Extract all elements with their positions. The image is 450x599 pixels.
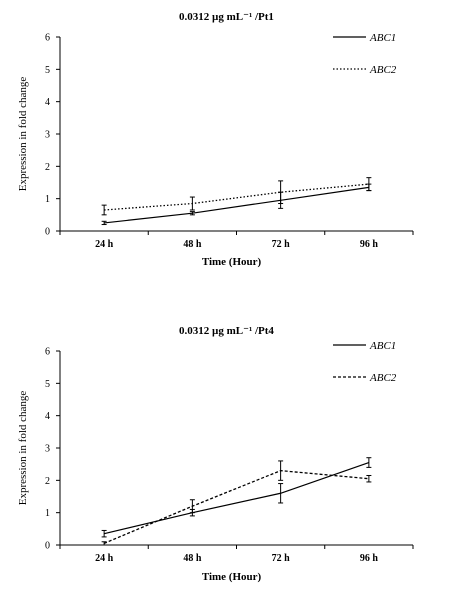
- x-tick-label: 96 h: [360, 553, 379, 564]
- y-axis-label: Expression in fold change: [17, 391, 29, 506]
- chart-2: 0.0312 µg mL⁻¹ /Pt4 0 1 2 3 4 5 6 24 h 48 h 72 h 96…: [17, 325, 414, 583]
- chart-title: 0.0312 µg mL⁻¹ /Pt4: [179, 325, 274, 337]
- legend-label-abc1: ABC1: [369, 340, 396, 352]
- series-line-abc1: [104, 186, 369, 224]
- legend-label-abc1: ABC1: [369, 32, 396, 44]
- y-tick-label: 3: [45, 130, 50, 141]
- y-tick-label: 3: [45, 444, 50, 455]
- y-tick-label: 6: [45, 347, 50, 358]
- legend-label-abc2: ABC2: [369, 372, 397, 384]
- x-tick-label: 48 h: [183, 553, 202, 564]
- x-axis-label: Time (Hour): [202, 571, 262, 583]
- y-tick-label: 4: [45, 97, 50, 108]
- series-line-abc2: [104, 183, 369, 211]
- x-tick-label: 24 h: [95, 239, 114, 250]
- y-tick-label: 0: [45, 541, 50, 552]
- x-tick-label: 48 h: [183, 239, 202, 250]
- x-tick-label: 96 h: [360, 239, 379, 250]
- y-tick-label: 2: [45, 476, 50, 487]
- x-tick-label: 72 h: [272, 239, 291, 250]
- series-line-abc1: [103, 461, 370, 535]
- y-tick-label: 5: [45, 379, 50, 390]
- y-axis-label: Expression in fold change: [17, 77, 29, 192]
- y-tick-label: 6: [45, 33, 50, 44]
- y-tick-label: 2: [45, 162, 50, 173]
- series-line-abc2: [103, 469, 369, 544]
- x-axis-label: Time (Hour): [202, 256, 262, 268]
- legend-label-abc2: ABC2: [369, 64, 397, 76]
- y-tick-label: 5: [45, 65, 50, 76]
- chart-title: 0.0312 µg mL⁻¹ /Pt1: [179, 11, 274, 23]
- y-tick-label: 1: [45, 508, 50, 519]
- chart-1: 0.0312 µg mL⁻¹ /Pt1 0 1 2 3 4 5 6 24 h 48 h 72 h 96…: [17, 11, 414, 268]
- x-tick-label: 72 h: [272, 553, 291, 564]
- x-tick-label: 24 h: [95, 553, 114, 564]
- y-tick-label: 1: [45, 194, 50, 205]
- y-tick-label: 4: [45, 411, 50, 422]
- y-tick-label: 0: [45, 227, 50, 238]
